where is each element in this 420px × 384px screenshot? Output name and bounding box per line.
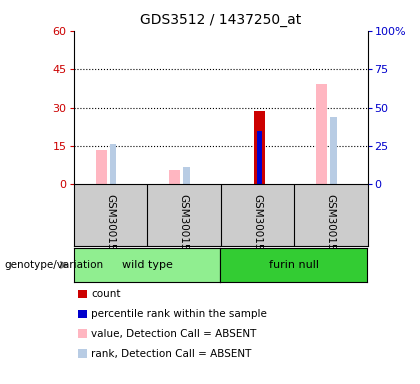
Bar bbox=[257, 131, 262, 184]
Text: GSM300155: GSM300155 bbox=[252, 194, 262, 257]
Bar bbox=[330, 117, 337, 184]
Text: GSM300156: GSM300156 bbox=[326, 194, 336, 257]
Text: genotype/variation: genotype/variation bbox=[4, 260, 103, 270]
Text: furin null: furin null bbox=[269, 260, 319, 270]
Bar bbox=[254, 111, 265, 184]
Bar bbox=[316, 84, 328, 184]
Bar bbox=[96, 150, 107, 184]
Text: rank, Detection Call = ABSENT: rank, Detection Call = ABSENT bbox=[91, 349, 252, 359]
Bar bbox=[169, 170, 181, 184]
Text: GSM300153: GSM300153 bbox=[105, 194, 115, 257]
Text: GSM300154: GSM300154 bbox=[179, 194, 189, 257]
Text: count: count bbox=[91, 289, 121, 299]
Text: percentile rank within the sample: percentile rank within the sample bbox=[91, 309, 267, 319]
Title: GDS3512 / 1437250_at: GDS3512 / 1437250_at bbox=[140, 13, 301, 27]
Text: wild type: wild type bbox=[121, 260, 173, 270]
Bar bbox=[110, 144, 116, 184]
Bar bbox=[183, 167, 190, 184]
Text: value, Detection Call = ABSENT: value, Detection Call = ABSENT bbox=[91, 329, 257, 339]
